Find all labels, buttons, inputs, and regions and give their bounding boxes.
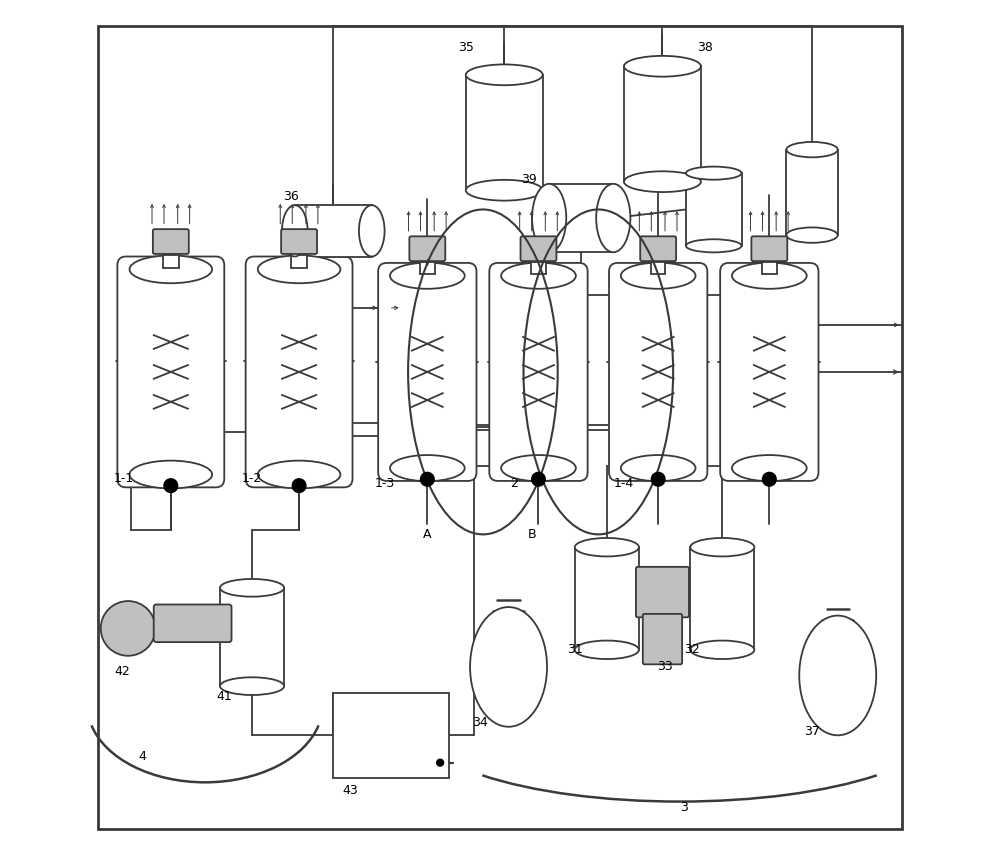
Text: 38: 38 (697, 40, 713, 54)
Ellipse shape (624, 56, 701, 77)
Ellipse shape (501, 262, 576, 289)
FancyBboxPatch shape (751, 236, 787, 261)
Bar (220, 588, 284, 686)
Ellipse shape (732, 262, 807, 289)
Ellipse shape (466, 180, 543, 201)
Bar (575, 547, 639, 650)
Bar (624, 66, 701, 182)
FancyBboxPatch shape (378, 263, 476, 481)
Circle shape (292, 479, 306, 492)
Ellipse shape (220, 579, 284, 597)
FancyBboxPatch shape (609, 263, 707, 481)
FancyBboxPatch shape (720, 263, 818, 481)
Circle shape (651, 473, 665, 486)
FancyBboxPatch shape (117, 256, 224, 487)
Text: 39: 39 (521, 173, 537, 186)
Ellipse shape (575, 538, 639, 557)
FancyBboxPatch shape (762, 262, 777, 274)
Text: 3: 3 (680, 801, 688, 815)
Ellipse shape (130, 256, 212, 283)
Bar (333, 693, 449, 778)
FancyBboxPatch shape (291, 255, 307, 268)
Text: 41: 41 (217, 690, 233, 704)
Text: B: B (528, 528, 537, 541)
Text: 1-3: 1-3 (374, 476, 395, 490)
FancyBboxPatch shape (420, 262, 435, 274)
Circle shape (101, 601, 155, 656)
Text: 43: 43 (342, 784, 358, 798)
FancyBboxPatch shape (409, 236, 445, 261)
Text: 36: 36 (283, 190, 298, 203)
FancyBboxPatch shape (246, 256, 353, 487)
Ellipse shape (359, 205, 385, 256)
Bar (686, 173, 742, 246)
FancyBboxPatch shape (163, 255, 179, 268)
Circle shape (437, 759, 444, 766)
FancyBboxPatch shape (154, 604, 232, 642)
Text: 2: 2 (511, 476, 518, 490)
Ellipse shape (390, 455, 465, 481)
Ellipse shape (501, 455, 576, 481)
Bar (549, 184, 613, 252)
Ellipse shape (621, 262, 696, 289)
Ellipse shape (130, 461, 212, 488)
Ellipse shape (686, 239, 742, 252)
FancyBboxPatch shape (281, 229, 317, 254)
Text: 1-1: 1-1 (114, 472, 134, 486)
Ellipse shape (258, 256, 340, 283)
Ellipse shape (690, 640, 754, 659)
FancyBboxPatch shape (636, 567, 689, 617)
Ellipse shape (470, 607, 547, 727)
Circle shape (164, 479, 178, 492)
Text: 1-2: 1-2 (242, 472, 262, 486)
Ellipse shape (690, 538, 754, 557)
FancyBboxPatch shape (640, 236, 676, 261)
Ellipse shape (624, 171, 701, 192)
Text: 35: 35 (458, 40, 474, 54)
Ellipse shape (466, 64, 543, 86)
Circle shape (762, 473, 776, 486)
Text: 34: 34 (472, 716, 487, 729)
Ellipse shape (686, 167, 742, 180)
Ellipse shape (390, 262, 465, 289)
Ellipse shape (732, 455, 807, 481)
Text: 37: 37 (804, 724, 820, 738)
Text: 42: 42 (114, 664, 130, 678)
Ellipse shape (220, 677, 284, 695)
FancyBboxPatch shape (531, 262, 546, 274)
Text: 4: 4 (139, 750, 147, 764)
Circle shape (420, 473, 434, 486)
FancyBboxPatch shape (643, 614, 682, 664)
Ellipse shape (786, 142, 838, 157)
FancyBboxPatch shape (153, 229, 189, 254)
Text: 33: 33 (657, 660, 673, 674)
Bar (690, 547, 754, 650)
Ellipse shape (786, 227, 838, 243)
Text: 31: 31 (567, 643, 583, 657)
Text: 32: 32 (684, 643, 699, 657)
Ellipse shape (621, 455, 696, 481)
FancyBboxPatch shape (521, 236, 556, 261)
Ellipse shape (532, 184, 566, 252)
Text: 1-4: 1-4 (614, 476, 634, 490)
FancyBboxPatch shape (651, 262, 665, 274)
FancyBboxPatch shape (489, 263, 588, 481)
Ellipse shape (596, 184, 630, 252)
Ellipse shape (282, 205, 308, 256)
Bar (466, 75, 543, 191)
Ellipse shape (575, 640, 639, 659)
Bar (786, 150, 838, 235)
Circle shape (532, 473, 545, 486)
Ellipse shape (799, 616, 876, 735)
Text: A: A (423, 528, 432, 541)
Ellipse shape (258, 461, 340, 488)
Bar (295, 205, 372, 256)
